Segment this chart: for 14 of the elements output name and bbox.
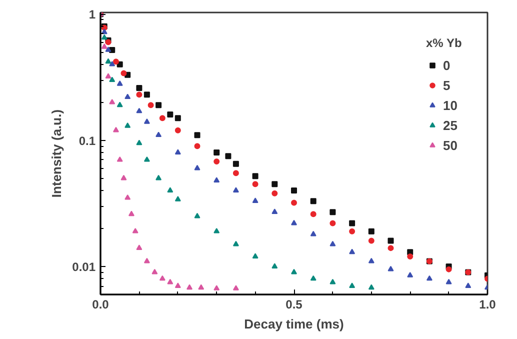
y-tick-label: 1 [88,8,96,22]
y-tick-label: 0.1 [78,134,96,148]
legend-label: 50 [443,138,458,152]
legend-label: 25 [443,118,458,132]
x-tick-label: 0.5 [286,298,303,312]
legend-label: 0 [443,58,452,72]
legend-label: 5 [443,78,452,92]
y-tick-label: 0.01 [72,260,96,274]
x-tick-label: 0.0 [92,298,110,312]
y-axis-title: Intensity (a.u.) [49,109,64,198]
legend-title: x% Yb [426,36,463,50]
legend-label: 10 [443,98,458,112]
x-tick-label: 1.0 [479,298,496,312]
x-axis-title: Decay time (ms) [244,316,344,332]
